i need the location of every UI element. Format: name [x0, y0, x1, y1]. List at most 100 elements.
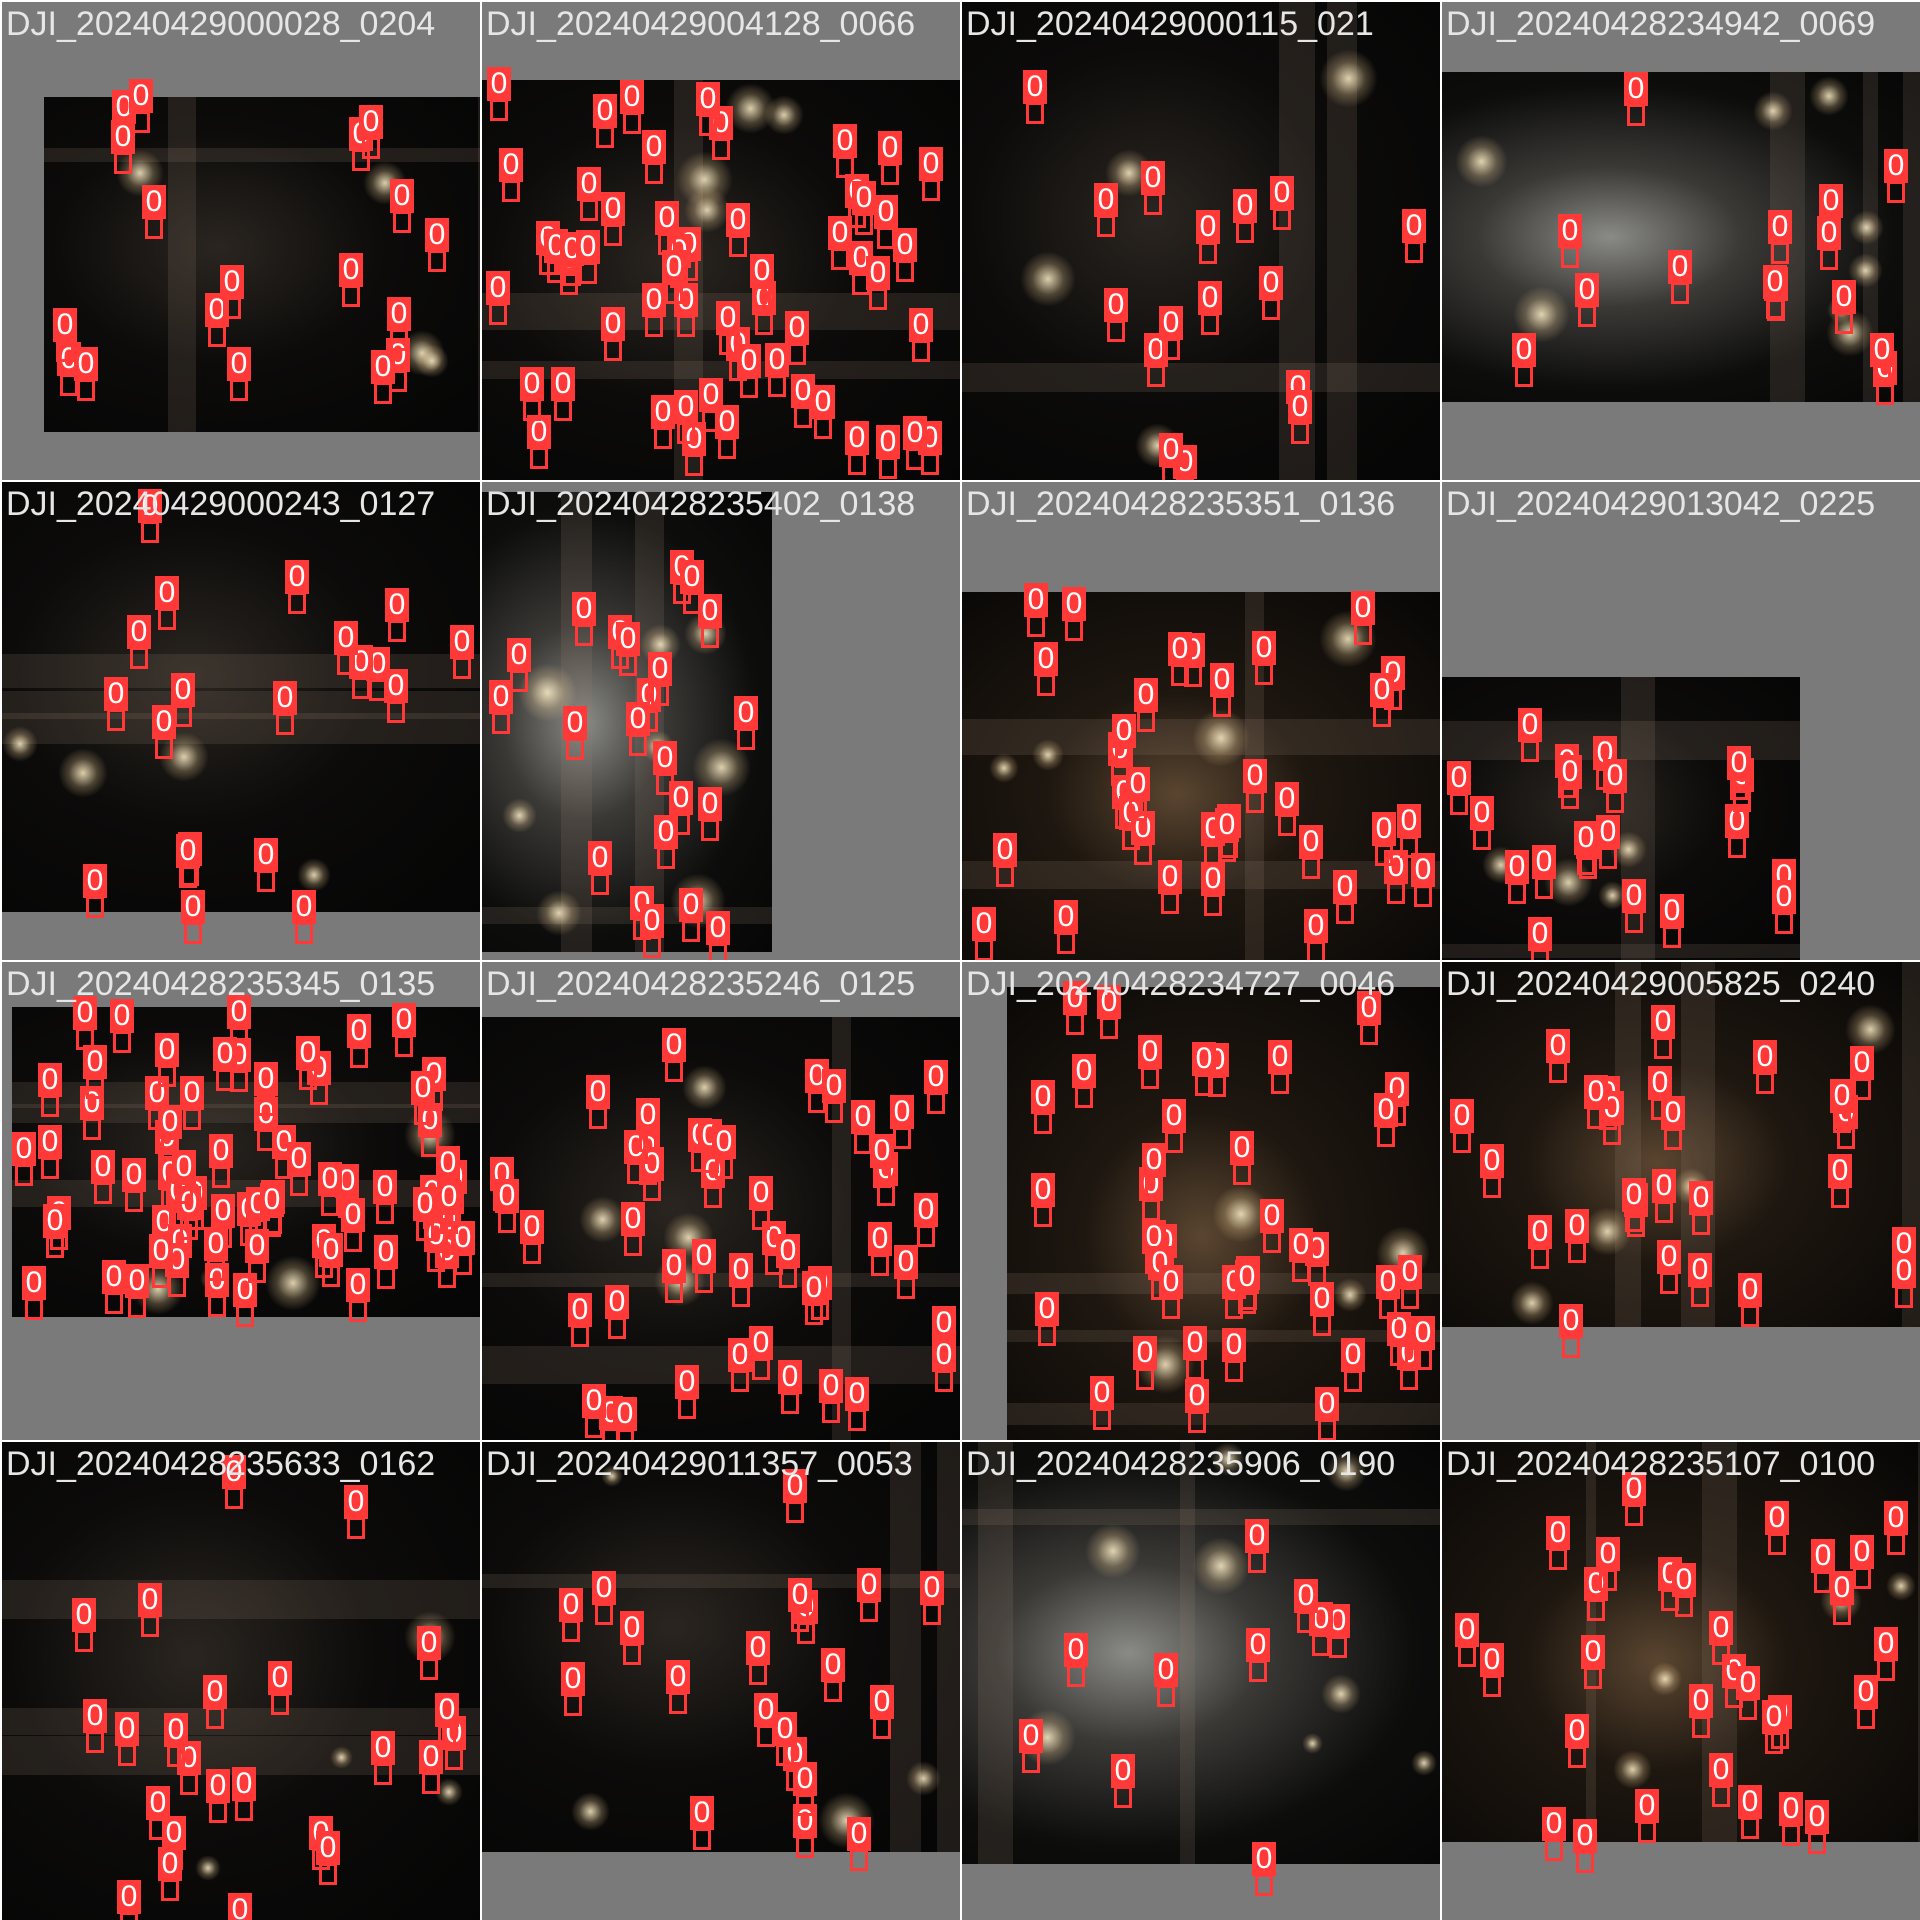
detection-class-label: 0: [561, 1662, 585, 1696]
detection-box: [669, 1692, 687, 1714]
detection-box: [56, 340, 74, 362]
detection-box: [873, 1166, 891, 1188]
street: [1180, 1442, 1195, 1864]
detection-box: [1354, 623, 1372, 645]
detection-box: [230, 379, 248, 401]
detection-class-label: 0: [1884, 149, 1908, 183]
detection-class-label: 0: [146, 1786, 170, 1820]
detection-box: [25, 1298, 43, 1320]
detection-box: [1377, 1125, 1395, 1147]
detection-box: [1638, 1821, 1656, 1843]
street: [12, 1104, 480, 1123]
detection-box: [141, 1615, 159, 1637]
detection-class-label: 0: [318, 1162, 342, 1196]
detection-box: [564, 1694, 582, 1716]
detection-box: [1278, 814, 1296, 836]
detection-class-label: 0: [636, 1098, 660, 1132]
detection-class-label: 0: [102, 1260, 126, 1294]
detection-class-label: 0: [1072, 1054, 1096, 1088]
tile-filename-caption: DJI_20240428235351_0136: [966, 485, 1396, 523]
detection-box: [347, 1517, 365, 1539]
detection-class-label: 0: [334, 621, 358, 655]
detection-box: [623, 1643, 641, 1665]
detection-class-label: 0: [878, 131, 902, 165]
detection-box: [1065, 619, 1083, 641]
detection-class-label: 0: [411, 1071, 435, 1105]
street-lamp-glow: [676, 151, 733, 208]
detection-class-label: 0: [1268, 1040, 1292, 1074]
detection-class-label: 0: [1097, 985, 1121, 1019]
detection-class-label: 0: [1565, 1714, 1589, 1748]
detection-class-label: 0: [1738, 1273, 1762, 1307]
detection-class-label: 0: [586, 1075, 610, 1109]
detection-class-label: 0: [613, 1397, 637, 1431]
detection-class-label: 0: [1689, 1684, 1713, 1718]
detection-box: [1833, 1111, 1851, 1133]
detection-box: [107, 709, 125, 731]
street-lamp-glow: [1302, 1733, 1323, 1754]
detection-class-label: 0: [1817, 216, 1841, 250]
detection-box: [654, 427, 672, 449]
detection-class-label: 0: [1657, 1240, 1681, 1274]
detection-box: [1627, 104, 1645, 126]
detection-class-label: 0: [206, 1769, 230, 1803]
street-lamp-glow: [601, 1465, 623, 1487]
detection-class-label: 0: [726, 203, 750, 237]
mosaic-tile: 00000000000000000000000000DJI_2024042900…: [1442, 962, 1920, 1440]
detection-box: [1387, 882, 1405, 904]
street: [2, 1708, 480, 1735]
detection-box: [1599, 847, 1617, 869]
detection-class-label: 0: [972, 907, 996, 941]
detection-class-label: 0: [680, 560, 704, 594]
street-lamp-glow: [1319, 49, 1378, 108]
detection-box: [498, 1211, 516, 1233]
detection-class-label: 0: [805, 1059, 829, 1093]
detection-box: [927, 1092, 945, 1114]
street-lamp-glow: [1333, 1278, 1367, 1312]
detection-class-label: 0: [1411, 1316, 1435, 1350]
detection-class-label: 0: [1558, 214, 1582, 248]
detection-box: [624, 1234, 642, 1256]
detection-class-label: 0: [450, 625, 474, 659]
detection-box: [1414, 1348, 1432, 1370]
detection-box: [1576, 1851, 1594, 1873]
detection-class-label: 0: [588, 841, 612, 875]
street-lamp-glow: [536, 890, 582, 936]
detection-box: [184, 922, 202, 944]
detection-class-label: 0: [22, 1266, 46, 1300]
detection-box: [1162, 465, 1180, 480]
detection-class-label: 0: [1850, 1046, 1874, 1080]
detection-class-label: 0: [1447, 761, 1471, 795]
detection-class-label: 0: [605, 1285, 629, 1319]
detection-box: [1414, 885, 1432, 907]
detection-class-label: 0: [1411, 853, 1435, 887]
detection-class-label: 0: [38, 1063, 62, 1097]
detection-class-label: 0: [754, 1693, 778, 1727]
detection-box: [216, 1069, 234, 1091]
detection-box: [206, 1707, 224, 1729]
detection-box: [502, 180, 520, 202]
detection-box: [719, 333, 737, 355]
street: [44, 148, 480, 162]
detection-class-label: 0: [1596, 1537, 1620, 1571]
detection-class-label: 0: [228, 1893, 252, 1920]
detection-box: [912, 340, 930, 362]
detection-box: [1034, 1205, 1052, 1227]
detection-box: [1712, 1643, 1730, 1665]
detection-class-label: 0: [648, 652, 672, 686]
detection-class-label: 0: [793, 1762, 817, 1796]
detection-class-label: 0: [1243, 759, 1267, 793]
detection-box: [699, 114, 717, 136]
detection-class-label: 0: [1154, 1653, 1178, 1687]
detection-box: [1218, 840, 1236, 862]
detection-box: [1887, 181, 1905, 203]
detection-class-label: 0: [737, 344, 761, 378]
detection-box: [1255, 1874, 1273, 1896]
detection-box: [589, 1107, 607, 1129]
detection-box: [454, 1253, 472, 1275]
detection-box: [1453, 1131, 1471, 1153]
detection-box: [420, 1658, 438, 1680]
detection-box: [86, 1077, 104, 1099]
